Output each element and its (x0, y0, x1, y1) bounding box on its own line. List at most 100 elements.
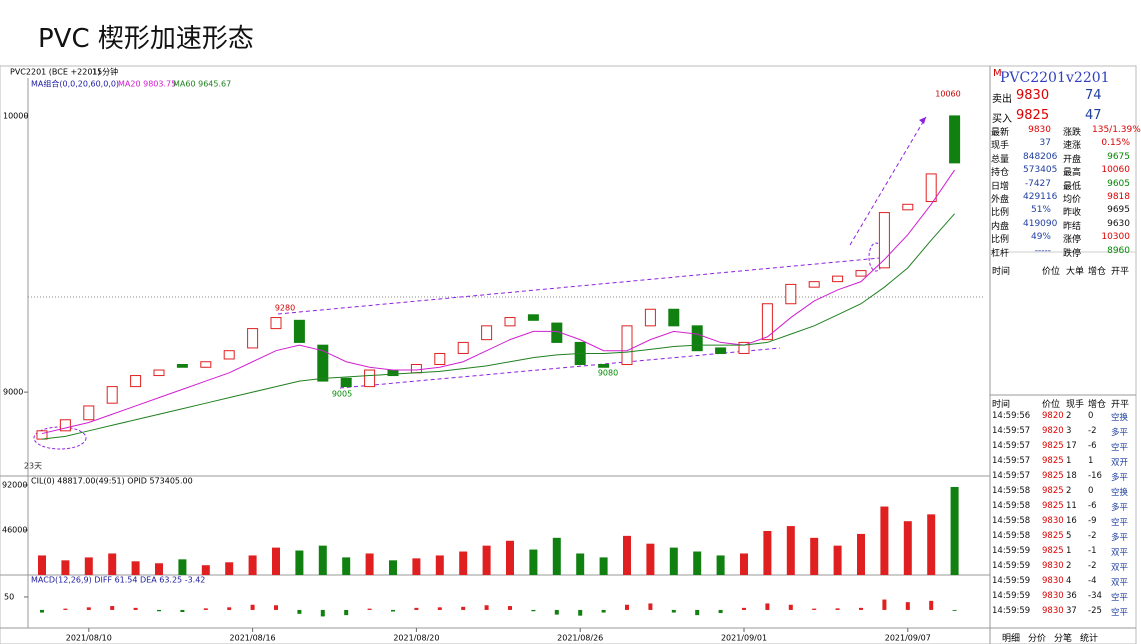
tape-cell: 双平 (1111, 563, 1129, 573)
stat-label: 外盘 (991, 195, 1010, 205)
candle (223, 350, 235, 360)
y-tick-label: 92000 (2, 481, 27, 490)
tape-cell: 多平 (1111, 428, 1129, 438)
slide-title: PVC 楔形加速形态 (38, 24, 254, 54)
x-tick-label: 2021/09/01 (721, 634, 767, 643)
annotation: 10060 (935, 90, 960, 99)
macd-bar (203, 608, 208, 610)
tab: 分价 (1028, 634, 1047, 644)
tape-cell: 多平 (1111, 503, 1129, 513)
candle (738, 341, 750, 354)
volume-bar (178, 559, 187, 575)
volume-bar (342, 557, 351, 575)
macd-bar (437, 607, 442, 610)
volume-bar (716, 555, 725, 575)
candle (785, 283, 797, 305)
volume-bar (389, 560, 397, 575)
volume-bar (295, 550, 304, 575)
macd-bar (835, 608, 840, 610)
tape-cell: 14:59:59 (992, 606, 1031, 616)
volume-bar (248, 555, 257, 575)
candle (130, 375, 142, 388)
volume-bar (365, 553, 374, 575)
macd-bar (461, 606, 466, 610)
candle (668, 308, 680, 327)
macd-bar (812, 608, 817, 610)
candle (902, 203, 914, 211)
period: 15分钟 (92, 67, 118, 77)
tape-cell: 空平 (1111, 593, 1129, 603)
x-tick-label: 2021/08/20 (393, 634, 439, 643)
tape-cell: 14:59:58 (992, 531, 1031, 541)
candle (527, 314, 539, 321)
volume-bar (693, 551, 702, 575)
volume-bar (61, 560, 70, 575)
volume-bar (529, 549, 538, 575)
tape-cell: 14:59:58 (992, 516, 1031, 526)
tape-cell: 空平 (1111, 443, 1129, 453)
stat-label: 最高 (1063, 168, 1082, 179)
ask-label: 卖出 (992, 94, 1012, 105)
macd-bar (367, 608, 372, 610)
annotation: 9005 (332, 390, 352, 399)
tape-cell: 9830 (1042, 591, 1064, 601)
ma-line (41, 213, 955, 440)
y-tick-label: 50 (4, 592, 14, 601)
stat-value: 9605 (1107, 178, 1130, 189)
stat-label: 昨收 (1063, 208, 1082, 219)
macd-bar (250, 604, 255, 610)
volume-bar (318, 545, 327, 575)
tape-cell: 14:59:59 (992, 546, 1031, 556)
tape-cell: -34 (1088, 591, 1102, 601)
volume-bar (576, 553, 585, 575)
tape-cell: 0 (1088, 486, 1094, 496)
stat-value: 0.15% (1101, 138, 1130, 149)
symbol: PVC2201 (BCE +2201) (10, 68, 101, 77)
tape-cell: 双平 (1111, 548, 1129, 558)
volume-bar (412, 558, 421, 575)
volume-bar (38, 555, 46, 575)
candle (410, 364, 422, 374)
column-header: 大单 (1066, 267, 1085, 277)
volume-bar (201, 565, 210, 575)
candle (176, 364, 188, 368)
macd-bar (508, 606, 512, 610)
volume-bar (482, 545, 491, 575)
arrow-head (919, 117, 926, 124)
volume-header: CIL(0) 48817.00(49:51) OPID 573405.00 (31, 477, 193, 486)
volume-bar (108, 553, 117, 575)
column-header: 开平 (1111, 267, 1130, 277)
code: v2201 (1066, 70, 1110, 86)
tape-cell: 空平 (1111, 518, 1129, 528)
stat-value: 10300 (1101, 232, 1130, 243)
ma-line (41, 169, 956, 435)
candle (340, 377, 352, 388)
stat-value: 135/1.39% (1092, 125, 1141, 135)
stat-label: 跌停 (1063, 248, 1082, 259)
stat-value: 8960 (1107, 245, 1130, 256)
stat-value: 9830 (1028, 125, 1051, 135)
stat-label: 最低 (1063, 181, 1082, 192)
candle (808, 281, 820, 288)
tape-cell: -9 (1088, 516, 1097, 526)
stat-value: 51% (1030, 205, 1051, 216)
tape-cell: -4 (1088, 576, 1097, 586)
tape-cell: -2 (1088, 561, 1097, 571)
candle (691, 325, 703, 352)
tape-cell: 14:59:57 (992, 471, 1031, 481)
tape-cell: 11 (1066, 501, 1077, 511)
stat-value: 848206 (1023, 151, 1058, 162)
stat-value: 419090 (1023, 218, 1058, 229)
tape-cell: -2 (1088, 426, 1097, 436)
tape-cell: 5 (1066, 531, 1072, 541)
mark: M (993, 68, 1002, 79)
annotation: 23天 (24, 462, 42, 471)
tape-cell: 18 (1066, 471, 1077, 481)
legend-label: MA60 9645.67 (173, 80, 231, 89)
tape-cell: 0 (1088, 411, 1094, 421)
macd-bar (227, 607, 232, 610)
macd-header: MACD(12,26,9) DIFF 61.54 DEA 63.25 -3.42 (31, 576, 205, 585)
macd-bar (601, 609, 606, 613)
volume-bar (225, 562, 234, 575)
macd-bar (578, 609, 583, 616)
